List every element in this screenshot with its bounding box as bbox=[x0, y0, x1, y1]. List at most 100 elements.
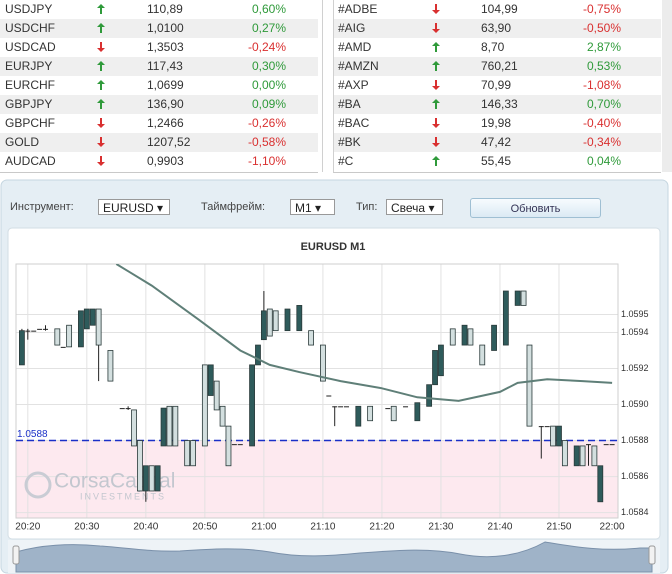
candle-body bbox=[479, 344, 486, 366]
price: 136,90 bbox=[147, 97, 184, 111]
arrow-shape bbox=[432, 156, 440, 166]
candle-body bbox=[166, 405, 173, 447]
watermark-logo bbox=[24, 471, 52, 499]
candle-body bbox=[426, 384, 433, 407]
candle-body bbox=[190, 440, 196, 467]
candle-body bbox=[66, 324, 73, 348]
candle-body bbox=[160, 407, 167, 447]
navigator bbox=[15, 541, 653, 573]
symbol: #BA bbox=[338, 97, 361, 111]
type-select[interactable]: Свеча ▾ bbox=[386, 199, 443, 215]
scrollbar[interactable] bbox=[662, 0, 672, 172]
candle-body bbox=[219, 405, 226, 427]
quote-row: USDCHF 1,0100 0,27% bbox=[0, 19, 318, 38]
instrument-select[interactable]: EURUSD ▾ bbox=[98, 199, 170, 215]
symbol: #ADBE bbox=[338, 2, 378, 16]
quote-row: AUDCAD 0,9903 -1,10% bbox=[0, 152, 318, 171]
trend-arrow bbox=[97, 80, 105, 90]
price: 1,0699 bbox=[147, 78, 184, 92]
y-tick-label: 1.0595 bbox=[621, 309, 649, 319]
candle-body bbox=[260, 310, 267, 341]
candle-body bbox=[556, 425, 562, 447]
navigator-handle[interactable] bbox=[12, 545, 20, 565]
trend-arrow bbox=[97, 23, 105, 33]
quote-row: GOLD 1207,52 -0,58% bbox=[0, 133, 318, 152]
trend-arrow bbox=[432, 23, 440, 33]
candle-body bbox=[142, 465, 149, 492]
change: -0,34% bbox=[582, 135, 621, 149]
candle-body bbox=[201, 364, 208, 447]
candle-body bbox=[43, 328, 49, 330]
instrument-value: EURUSD bbox=[103, 201, 154, 215]
symbol: GBPCHF bbox=[5, 116, 56, 130]
quote-row: #AMD 8,70 2,87% bbox=[334, 38, 661, 57]
candle-body bbox=[54, 328, 61, 346]
price: 1207,52 bbox=[147, 135, 191, 149]
watermark: INVESTMENTS bbox=[80, 491, 166, 501]
price: 63,90 bbox=[481, 21, 512, 35]
price: 8,70 bbox=[481, 40, 505, 54]
candle-body bbox=[355, 405, 362, 427]
quote-row: GBPCHF 1,2466 -0,26% bbox=[0, 114, 318, 133]
candle-body bbox=[154, 465, 161, 492]
trend-arrow bbox=[97, 118, 105, 128]
price: 70,99 bbox=[481, 78, 512, 92]
symbol: USDCHF bbox=[5, 21, 55, 35]
candle-body bbox=[467, 328, 474, 346]
plot: 1.0595 1.0594 1.0592 1.0590 1.0588 1.0586 1.05… bbox=[15, 263, 649, 533]
change: 0,27% bbox=[251, 21, 286, 35]
candle-body bbox=[609, 444, 615, 446]
candle-body bbox=[225, 425, 232, 467]
y-tick-label: 1.0592 bbox=[621, 363, 649, 373]
candle-body bbox=[514, 290, 521, 306]
timeframe-label: Таймфрейм: bbox=[201, 201, 266, 213]
candle-body bbox=[131, 409, 137, 447]
change: 2,87% bbox=[586, 40, 621, 54]
candle-body bbox=[367, 405, 374, 422]
quotes-right: #ADBE 104,99 -0,75% #AIG 63,90 -0,50% #AMD 8,70… bbox=[333, 0, 661, 173]
trend-arrow bbox=[432, 80, 440, 90]
candles bbox=[19, 290, 615, 503]
price: 104,99 bbox=[481, 2, 518, 16]
timeframe-select[interactable]: M1 ▾ bbox=[290, 199, 335, 215]
arrow-shape bbox=[432, 4, 440, 14]
candle-body bbox=[491, 324, 497, 351]
update-button[interactable]: Обновить bbox=[470, 198, 601, 218]
change: -0,40% bbox=[582, 116, 621, 130]
candle-body bbox=[272, 310, 279, 332]
change: 0,53% bbox=[586, 59, 621, 73]
change: -0,58% bbox=[247, 135, 286, 149]
x-tick-label: 21:30 bbox=[428, 522, 453, 533]
candle-body bbox=[125, 408, 131, 410]
candle-body bbox=[573, 445, 580, 467]
y-tick-label: 1.0590 bbox=[621, 399, 649, 409]
x-tick-label: 21:50 bbox=[546, 522, 571, 533]
candle-body bbox=[83, 308, 90, 330]
arrow-shape bbox=[432, 80, 440, 90]
quotes-left: USDJPY 110,89 0,60% USDCHF 1,0100 0,27% USDCAD… bbox=[0, 0, 318, 173]
quote-row: EURCHF 1,0699 0,00% bbox=[0, 76, 318, 95]
price: 760,21 bbox=[481, 59, 518, 73]
change: 0,60% bbox=[251, 2, 286, 16]
candle-body bbox=[585, 444, 591, 446]
candle-body bbox=[213, 380, 220, 411]
x-tick-label: 21:20 bbox=[369, 522, 394, 533]
price: 110,89 bbox=[147, 2, 183, 16]
change: 0,70% bbox=[586, 97, 621, 111]
symbol: #AXP bbox=[338, 78, 369, 92]
candle-body bbox=[550, 425, 556, 447]
change: -0,24% bbox=[247, 40, 286, 54]
trend-arrow bbox=[432, 156, 440, 166]
navigator-handle[interactable] bbox=[648, 545, 656, 565]
change: 0,09% bbox=[251, 97, 286, 111]
symbol: #BAC bbox=[338, 116, 370, 130]
arrow-shape bbox=[97, 23, 105, 33]
candle-body bbox=[148, 465, 155, 492]
price: 1,0100 bbox=[147, 21, 184, 35]
candle-body bbox=[544, 426, 550, 428]
candle-body bbox=[432, 350, 438, 386]
trend-arrow bbox=[432, 137, 440, 147]
change: 0,04% bbox=[586, 154, 621, 168]
level-zone bbox=[16, 440, 618, 518]
